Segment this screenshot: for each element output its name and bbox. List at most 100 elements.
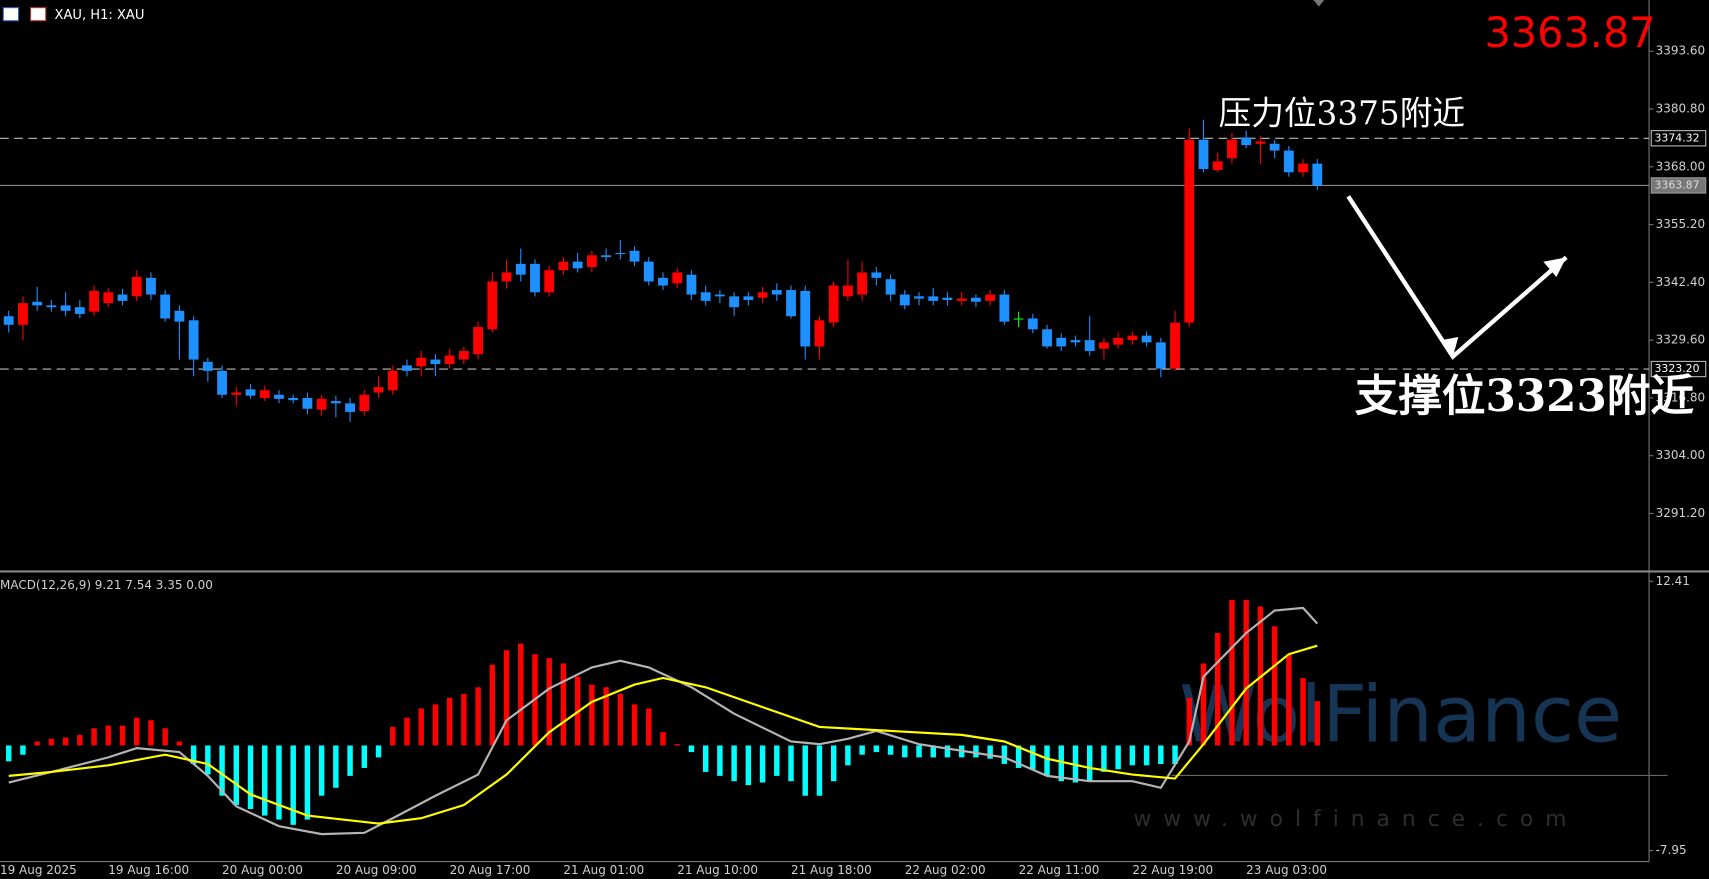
histogram-bar [1058,745,1064,782]
candle-body [700,292,711,301]
histogram-bar [276,745,282,820]
histogram-bar [1030,745,1036,770]
candle-body [885,279,896,295]
candle-body [1141,335,1152,343]
support-annotation: 支撑位3323附近 [1355,371,1695,422]
candle-body [558,261,569,271]
candle-body [359,394,370,412]
candle-body [643,261,654,282]
candle-body [174,310,185,322]
histogram-bar [1214,633,1221,746]
y-tick-label: 12.41 [1656,574,1690,588]
candle-body [942,297,953,300]
histogram-bar [1143,745,1150,766]
histogram-bar [830,745,837,782]
histogram-bar [1271,626,1278,746]
histogram-bar [702,745,709,772]
histogram-bar [134,717,140,746]
x-tick-label: 19 Aug 2025 [0,863,77,877]
histogram-bar [233,745,240,806]
candle-body [330,401,341,404]
candle-body [786,290,796,317]
histogram-bar [404,717,410,746]
candle-body [1084,340,1095,351]
x-tick-label: 23 Aug 03:00 [1246,863,1327,877]
candle-body [74,307,85,314]
candle-body [1013,318,1024,320]
histogram-bar [1115,745,1121,770]
histogram-bar [973,745,979,758]
histogram-bar [1172,745,1178,764]
candle-body [373,387,384,393]
histogram-bar [816,745,823,796]
candle-body [430,359,441,365]
candle-body [46,305,57,308]
histogram-bar [62,737,69,746]
histogram-bar [646,708,652,746]
candle-body [843,285,853,297]
candle-body [1312,163,1323,186]
arrows [1346,195,1568,360]
histogram-bar [930,745,936,758]
y-tick-label: 3368.00 [1656,159,1706,173]
candle-body [1283,150,1294,173]
histogram-bar [48,738,55,746]
price-label: 3374.32 [1655,131,1700,144]
candle-body [1255,141,1266,144]
candle-body [857,272,868,295]
candle-body [1170,322,1180,369]
candle-body [1241,137,1252,146]
histogram-bar [845,745,851,766]
candle-body [928,296,939,301]
candle-body [515,263,526,275]
candle-body [1298,163,1308,173]
candle-body [544,270,555,293]
candle-body [259,390,270,398]
candle-body [458,350,469,360]
macd-label: MACD(12,26,9) 9.21 7.54 3.35 0.00 [0,578,213,592]
candle-body [416,357,427,367]
y-tick-label: 3342.40 [1656,275,1706,289]
candle-body [971,297,981,302]
candle-body [1155,342,1166,369]
histogram-bar [318,745,325,796]
icon [2,7,20,22]
histogram-bar [518,643,524,746]
x-tick-label: 21 Aug 01:00 [563,863,644,877]
candle-body [572,261,583,269]
candle-body [18,303,28,325]
candle-body [530,263,540,293]
histogram-bar [1086,745,1093,782]
histogram-bar [247,745,254,809]
histogram-bar [190,745,197,764]
candle-body [1042,329,1052,347]
candle-body [1269,143,1280,151]
histogram-bar [1229,599,1235,746]
histogram-bar [603,687,609,746]
y-tick-label: 3355.20 [1656,217,1706,231]
candle-body [103,292,114,304]
price-label-box [1650,360,1707,378]
candle-body [615,253,626,255]
histogram-bar [1101,745,1107,772]
histogram-bar [589,684,595,746]
histogram-bar [290,745,296,825]
histogram-bar [304,745,311,820]
histogram-bar [77,734,83,746]
candle-body [32,301,43,306]
candle-body [274,394,284,399]
candle-body [188,320,199,360]
candle-body [1099,342,1109,349]
histogram-bar [461,693,467,746]
histogram-bar [546,658,552,746]
candle-body [1113,337,1124,345]
histogram-bar [873,745,880,753]
price-label: 3363.87 [1655,178,1700,191]
candle-body [914,296,924,299]
candle-body [473,327,483,355]
symbol-title: XAU, H1: XAU [54,8,144,23]
histogram-bar [105,725,112,746]
y-tick-label: -7.95 [1656,843,1687,857]
y-tick-label: 3380.80 [1656,102,1706,116]
